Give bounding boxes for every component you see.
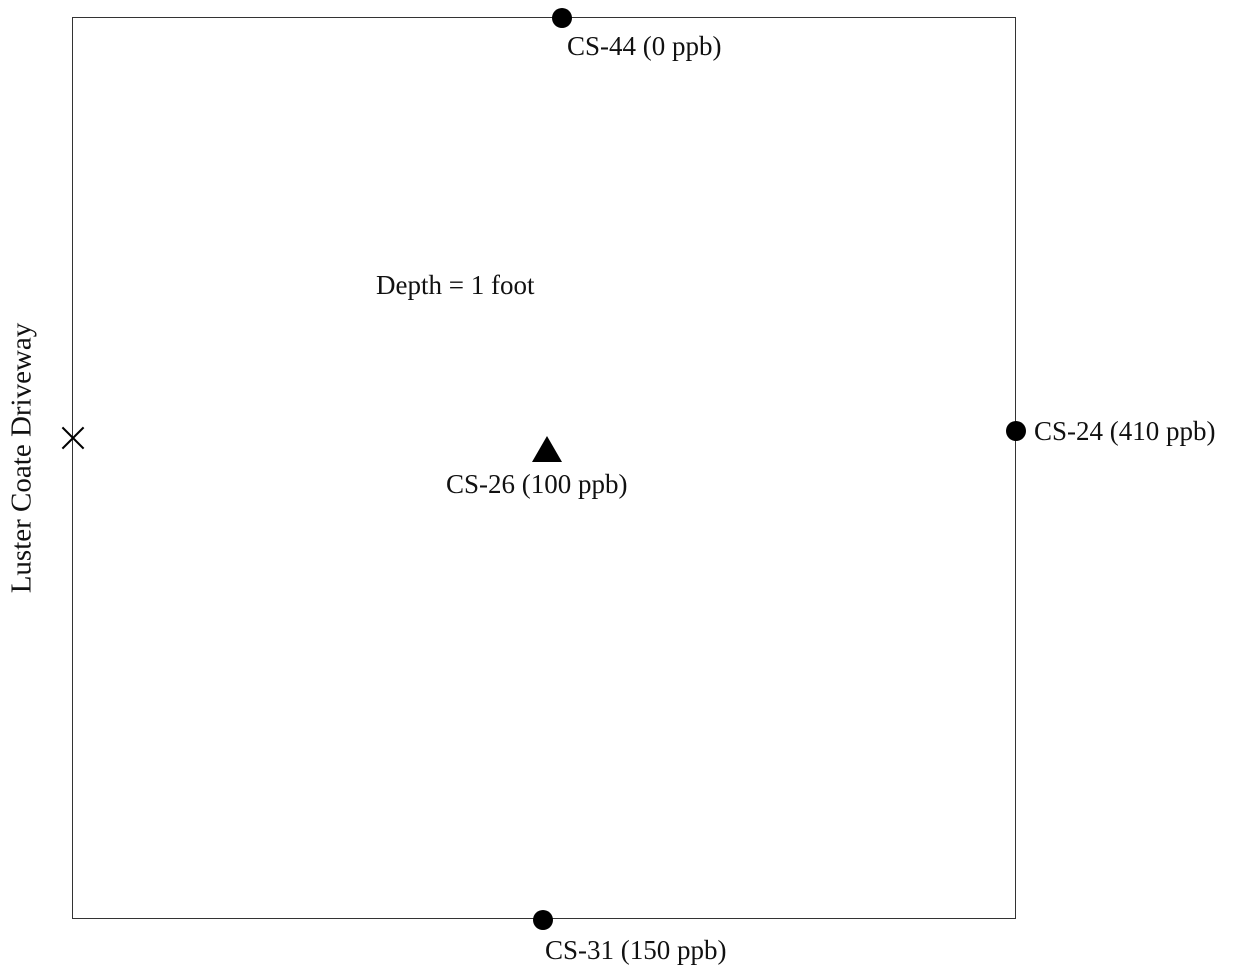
sample-label-cs-31: CS-31 (150 ppb) [545, 935, 727, 965]
x-icon [61, 426, 85, 450]
sample-point-cs-24 [1006, 421, 1026, 441]
sample-point-cs-26 [532, 436, 562, 462]
depth-note: Depth = 1 foot [376, 270, 535, 300]
sample-label-cs-44: CS-44 (0 ppb) [567, 31, 722, 61]
site-boundary [72, 17, 1016, 919]
sample-label-cs-26: CS-26 (100 ppb) [446, 469, 628, 499]
driveway-label: Luster Coate Driveway [5, 322, 38, 594]
sample-point-cs-31 [533, 910, 553, 930]
sample-point-cs-44 [552, 8, 572, 28]
sample-label-cs-24: CS-24 (410 ppb) [1034, 416, 1216, 446]
